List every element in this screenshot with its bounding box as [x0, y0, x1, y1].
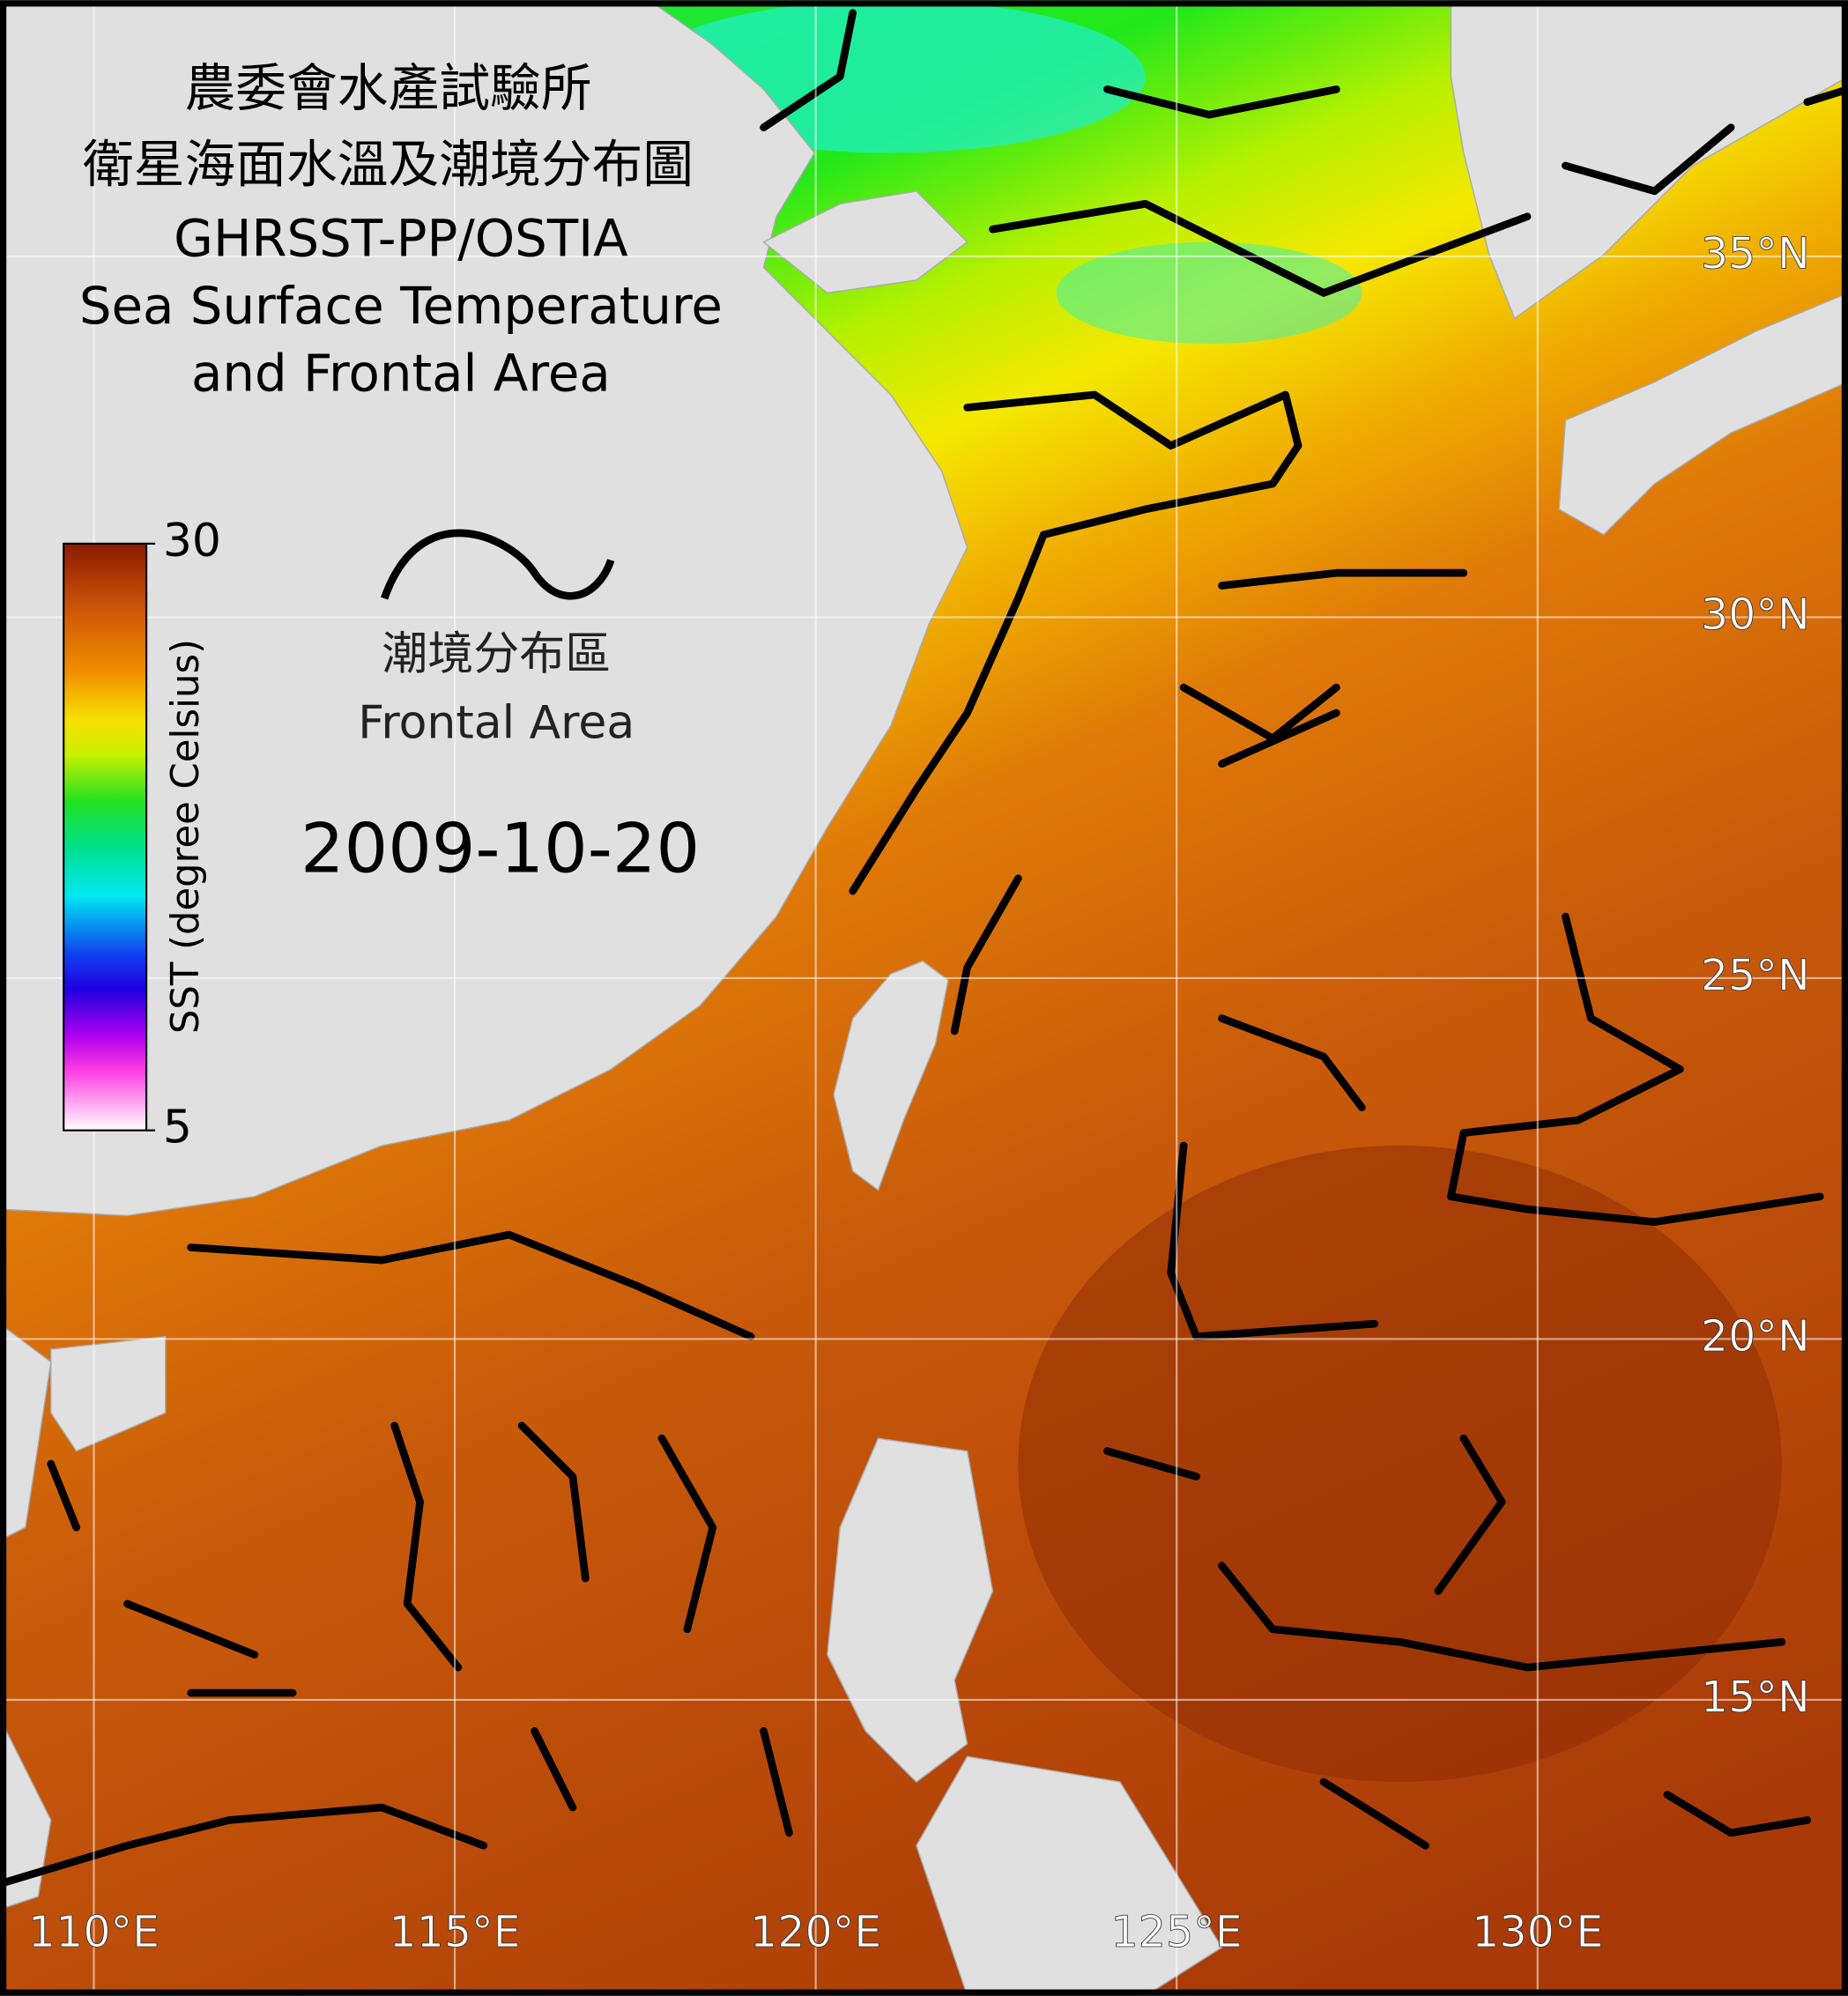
warm-water	[1018, 1146, 1782, 1783]
front-line	[1562, 85, 1848, 196]
front-line	[760, 9, 1532, 297]
colorbar-scale	[63, 542, 148, 1132]
colorbar-tick-label: 30	[163, 515, 221, 568]
lon-label: 125°E	[1111, 1906, 1243, 1957]
colorbar-label: SST (degree Celsius)	[164, 639, 208, 1034]
title-line: 衛星海面水溫及潮境分布圖	[83, 134, 694, 194]
china	[0, 0, 969, 1217]
shandong	[762, 190, 969, 294]
front-line	[187, 874, 1379, 1340]
lon-label: 130°E	[1472, 1906, 1603, 1957]
lat-label: 30°N	[1701, 589, 1810, 640]
fronts	[0, 9, 1848, 1888]
lat-label: 25°N	[1701, 949, 1810, 1000]
vietnam	[0, 1323, 52, 1541]
lat-label: 15°N	[1701, 1671, 1810, 1722]
cold-water	[1056, 241, 1362, 345]
title-line: 農委會水產試驗所	[184, 58, 591, 118]
legend-symbol	[381, 529, 615, 600]
lon-label: 110°E	[28, 1906, 160, 1957]
lat-label: 20°N	[1701, 1310, 1810, 1362]
japan	[1558, 292, 1848, 536]
lat-label: 35°N	[1701, 227, 1810, 278]
korea	[1450, 0, 1848, 320]
colorbar-tick-label: 5	[163, 1102, 192, 1154]
front-line	[0, 1727, 1812, 1888]
legend-label: Frontal Area	[358, 696, 635, 749]
legend-label: 潮境分布區	[382, 627, 611, 680]
vietnam-south	[0, 1718, 52, 1911]
lon-label: 115°E	[389, 1906, 520, 1957]
title-line: and Frontal Area	[191, 343, 611, 403]
taiwan	[833, 960, 949, 1191]
colorbar: SST (degree Celsius) 30 5	[63, 515, 221, 1154]
front-line	[849, 390, 1303, 895]
front-line	[1179, 568, 1824, 1227]
legend: 潮境分布區 Frontal Area	[358, 529, 635, 749]
title-line: GHRSST-PP/OSTIA	[174, 208, 628, 268]
lon-label: 120°E	[750, 1906, 881, 1957]
front-line	[47, 1421, 1786, 1697]
luzon	[827, 1437, 994, 1784]
title-line: Sea Surface Temperature	[79, 276, 723, 336]
date: 2009-10-20	[301, 809, 700, 888]
title-block: 農委會水產試驗所 衛星海面水溫及潮境分布圖 GHRSST-PP/OSTIA Se…	[79, 58, 723, 404]
